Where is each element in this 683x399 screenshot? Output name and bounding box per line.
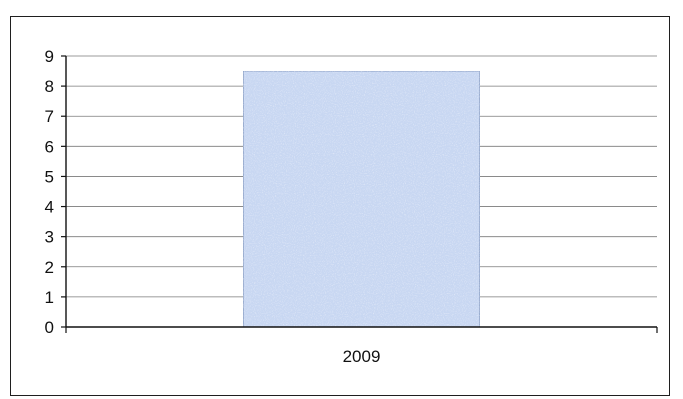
y-tick-label-2: 2 (45, 258, 54, 277)
y-tick-label-0: 0 (45, 318, 54, 337)
x-tick-labels: 2009 (343, 347, 381, 366)
bars (242, 70, 481, 328)
y-tick-label-3: 3 (45, 228, 54, 247)
y-tick-label-7: 7 (45, 107, 54, 126)
bar-2009 (242, 70, 481, 328)
y-tick-label-5: 5 (45, 167, 54, 186)
axes (61, 55, 658, 333)
y-tick-label-6: 6 (45, 137, 54, 156)
y-tick-labels: 0 1 2 3 4 5 6 7 8 9 (45, 47, 54, 337)
y-tick-label-8: 8 (45, 77, 54, 96)
y-tick-label-9: 9 (45, 47, 54, 66)
y-tick-label-1: 1 (45, 288, 54, 307)
y-tick-label-4: 4 (45, 198, 54, 217)
x-tick-label-2009: 2009 (343, 347, 381, 366)
